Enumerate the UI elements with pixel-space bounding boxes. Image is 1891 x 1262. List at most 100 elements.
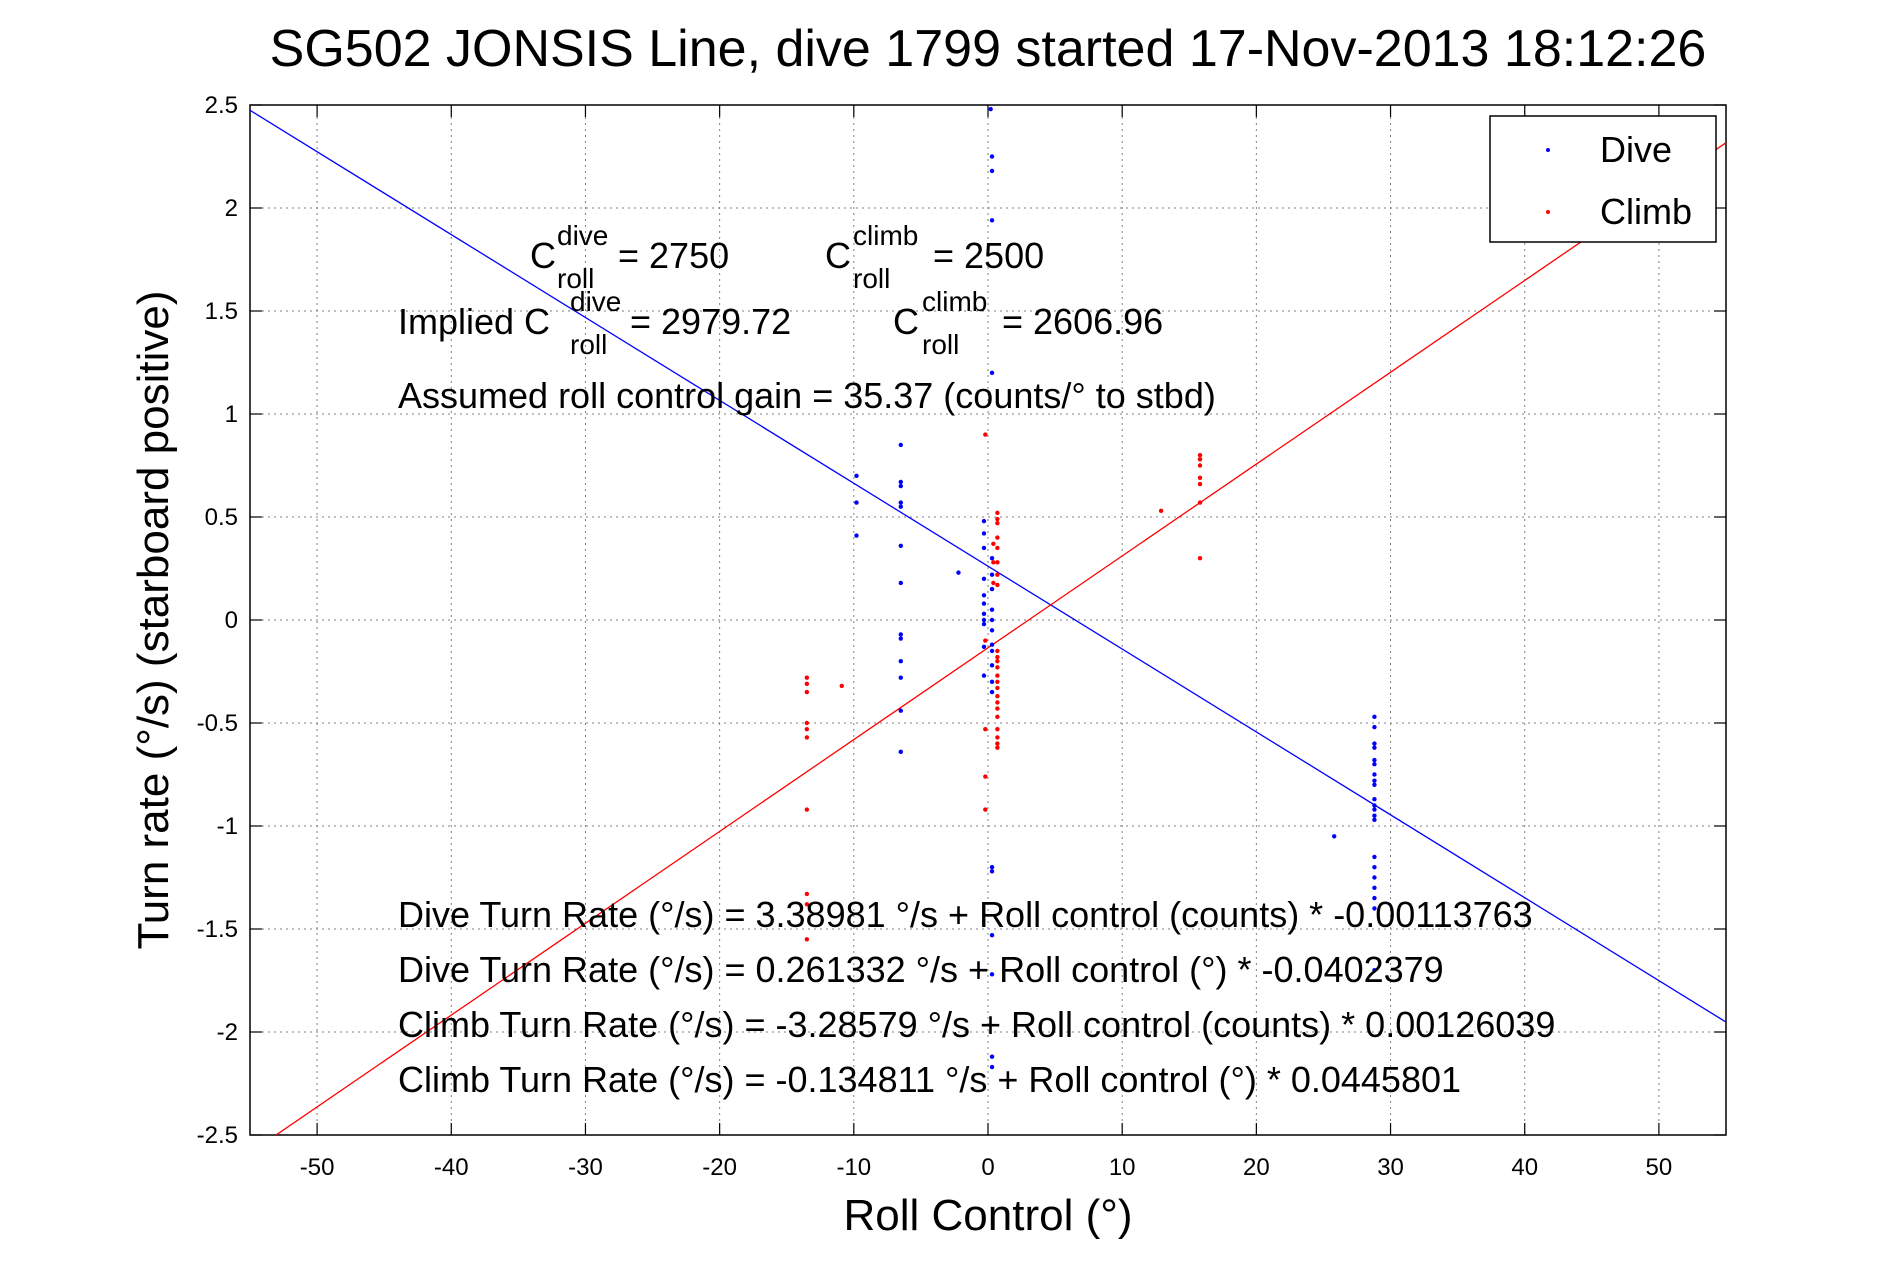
legend: Dive Climb bbox=[1489, 115, 1717, 243]
data-point-dive bbox=[989, 607, 995, 612]
data-point-dive bbox=[989, 168, 995, 174]
data-point-dive bbox=[981, 673, 987, 678]
data-point-dive bbox=[1372, 854, 1377, 860]
data-point-dive bbox=[989, 972, 995, 977]
data-point-climb bbox=[995, 659, 1000, 664]
y-tick-label: -0.5 bbox=[197, 710, 238, 737]
data-point-dive bbox=[981, 644, 987, 649]
legend-box bbox=[1489, 115, 1717, 243]
x-tick-label: -50 bbox=[300, 1154, 335, 1181]
c-roll-dive-sup: dive bbox=[557, 220, 608, 251]
data-point-climb bbox=[804, 937, 810, 942]
data-point-dive bbox=[1372, 865, 1377, 870]
y-tick-label: 0.5 bbox=[205, 504, 238, 531]
x-tick-label: 0 bbox=[981, 1154, 994, 1181]
data-point-dive bbox=[1372, 817, 1377, 823]
c-roll-dive-value: = 2750 bbox=[618, 235, 729, 276]
data-point-climb bbox=[995, 679, 1000, 684]
data-point-climb bbox=[995, 535, 1000, 540]
y-tick-label: 1.5 bbox=[205, 298, 238, 325]
data-point-climb bbox=[804, 807, 810, 812]
data-point-dive bbox=[989, 556, 995, 561]
data-point-dive bbox=[989, 932, 995, 938]
data-point-dive bbox=[898, 675, 903, 680]
annotation-equation-4: Climb Turn Rate (°/s) = -0.134811 °/s + … bbox=[398, 1059, 1461, 1100]
data-point-dive bbox=[989, 370, 995, 375]
data-point-dive bbox=[988, 106, 993, 112]
data-point-dive bbox=[989, 586, 995, 592]
data-point-dive bbox=[989, 218, 995, 223]
data-point-dive bbox=[898, 479, 903, 485]
data-point-dive bbox=[898, 483, 903, 489]
x-tick-label: 20 bbox=[1243, 1154, 1270, 1181]
data-point-dive bbox=[989, 648, 995, 654]
c-roll-climb-sup: climb bbox=[853, 220, 918, 251]
data-point-dive bbox=[898, 636, 903, 641]
data-point-dive bbox=[989, 572, 995, 577]
data-point-climb bbox=[1197, 457, 1203, 462]
y-tick-label: -2 bbox=[217, 1019, 238, 1046]
data-point-dive bbox=[989, 628, 995, 633]
data-point-dive bbox=[989, 865, 995, 870]
data-point-dive bbox=[898, 708, 903, 713]
y-axis-ticks: 2.5 2 1.5 1 0.5 0 -0.5 -1 -1.5 -2 -2.5 bbox=[197, 92, 1726, 1149]
data-point-dive bbox=[1372, 797, 1377, 802]
data-point-climb bbox=[995, 726, 1000, 732]
x-tick-label: 30 bbox=[1377, 1154, 1404, 1181]
data-point-dive bbox=[1372, 813, 1377, 818]
data-point-dive bbox=[981, 518, 987, 524]
data-point-dive bbox=[989, 869, 995, 874]
data-point-climb bbox=[995, 654, 1000, 660]
data-point-dive bbox=[981, 545, 987, 551]
annotation-gain: Assumed roll control gain = 35.37 (count… bbox=[398, 375, 1216, 416]
data-point-dive bbox=[981, 611, 987, 617]
annotation-equation-3: Climb Turn Rate (°/s) = -3.28579 °/s + R… bbox=[398, 1004, 1555, 1045]
data-point-climb bbox=[839, 683, 844, 689]
data-point-dive bbox=[1372, 885, 1377, 890]
data-point-climb bbox=[995, 673, 1000, 678]
data-point-climb bbox=[983, 726, 988, 732]
data-point-dive bbox=[989, 154, 995, 159]
data-point-dive bbox=[1372, 741, 1377, 746]
data-point-climb bbox=[995, 745, 1000, 750]
y-axis-label: Turn rate (°/s) (starboard positive) bbox=[129, 290, 178, 949]
data-point-dive bbox=[1372, 778, 1377, 783]
implied-dive-sub: roll bbox=[570, 329, 607, 360]
data-point-climb bbox=[995, 520, 1000, 526]
data-point-dive bbox=[989, 679, 995, 684]
x-tick-label: -30 bbox=[568, 1154, 603, 1181]
data-point-climb bbox=[995, 560, 1000, 565]
fit-lines bbox=[250, 109, 1726, 1135]
data-points bbox=[804, 106, 1377, 1070]
data-point-dive bbox=[989, 617, 995, 623]
data-point-dive bbox=[981, 617, 987, 623]
legend-marker-climb bbox=[1546, 210, 1550, 214]
data-point-dive bbox=[1372, 762, 1377, 767]
data-point-dive bbox=[898, 442, 903, 448]
x-axis-label: Roll Control (°) bbox=[844, 1191, 1133, 1240]
data-point-climb bbox=[995, 706, 1000, 711]
data-point-dive bbox=[981, 576, 987, 581]
x-tick-label: -10 bbox=[836, 1154, 871, 1181]
data-point-climb bbox=[1197, 556, 1203, 561]
x-tick-label: 10 bbox=[1109, 1154, 1136, 1181]
data-point-climb bbox=[1197, 475, 1203, 481]
data-point-dive bbox=[981, 601, 987, 606]
data-point-dive bbox=[1372, 803, 1377, 808]
data-point-dive bbox=[854, 473, 859, 478]
data-point-climb bbox=[995, 516, 1000, 522]
data-point-dive bbox=[981, 593, 987, 598]
implied-dive-value: = 2979.72 bbox=[630, 301, 791, 342]
c-roll-dive-sub: roll bbox=[557, 263, 594, 294]
data-point-dive bbox=[898, 500, 903, 505]
data-point-dive bbox=[981, 621, 987, 627]
data-point-climb bbox=[1158, 508, 1164, 514]
c-roll-climb-value: = 2500 bbox=[933, 235, 1044, 276]
data-point-dive bbox=[898, 749, 903, 755]
data-point-dive bbox=[1372, 906, 1377, 911]
x-tick-label: 40 bbox=[1511, 1154, 1538, 1181]
data-point-climb bbox=[995, 714, 1000, 720]
data-point-dive bbox=[898, 543, 903, 549]
data-point-dive bbox=[1331, 834, 1337, 839]
